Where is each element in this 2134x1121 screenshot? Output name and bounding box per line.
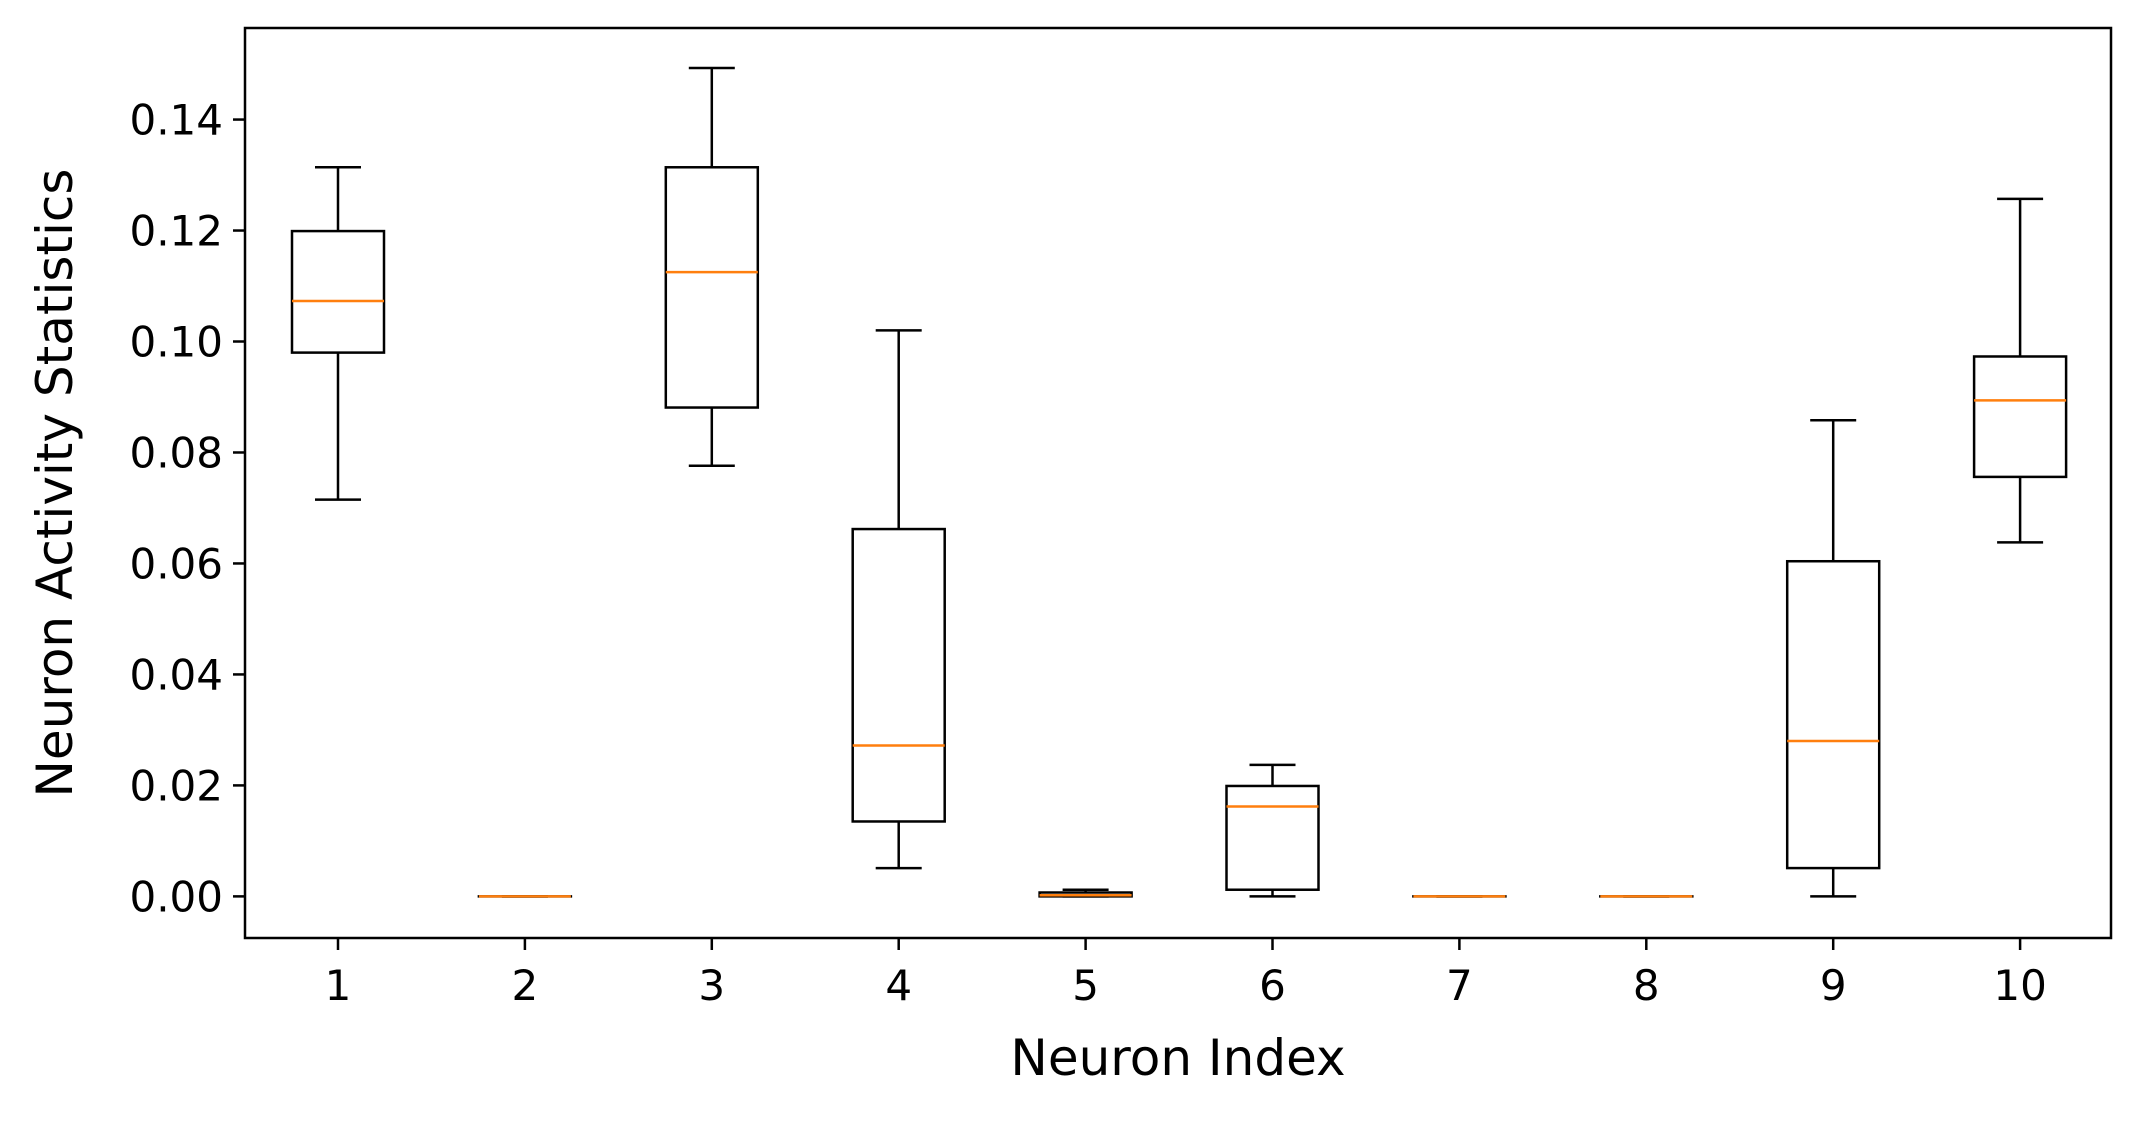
x-tick-label: 1 (325, 961, 352, 1010)
box-group (853, 330, 945, 868)
box-series (292, 68, 2066, 896)
y-axis-ticks: 0.00 0.02 0.04 0.06 0.08 0.10 0.12 0.14 (129, 96, 245, 922)
box-group (1974, 199, 2066, 542)
x-tick-label: 2 (512, 961, 539, 1010)
box-iqr (1787, 561, 1879, 868)
x-tick-label: 7 (1446, 961, 1473, 1010)
y-axis-title: Neuron Activity Statistics (26, 169, 84, 798)
box-group (292, 167, 384, 499)
box-iqr (853, 529, 945, 821)
x-tick-label: 10 (1993, 961, 2046, 1010)
x-tick-label: 8 (1633, 961, 1660, 1010)
y-tick-label: 0.06 (129, 539, 223, 588)
x-tick-label: 4 (885, 961, 912, 1010)
box-group (666, 68, 758, 466)
box-iqr (1227, 786, 1319, 890)
x-tick-label: 9 (1820, 961, 1847, 1010)
x-tick-label: 3 (698, 961, 725, 1010)
box-group (1040, 890, 1132, 897)
y-tick-label: 0.14 (129, 96, 223, 145)
y-tick-label: 0.12 (129, 207, 223, 256)
box-iqr (1974, 356, 2066, 476)
box-iqr (666, 167, 758, 407)
y-tick-label: 0.02 (129, 761, 223, 810)
y-tick-label: 0.00 (129, 872, 223, 921)
y-tick-label: 0.08 (129, 428, 223, 477)
box-group (1227, 765, 1319, 897)
x-tick-label: 6 (1259, 961, 1286, 1010)
x-tick-label: 5 (1072, 961, 1099, 1010)
x-axis-title: Neuron Index (1010, 1029, 1345, 1087)
plot-frame (245, 28, 2111, 938)
y-tick-label: 0.10 (129, 318, 223, 367)
y-tick-label: 0.04 (129, 650, 223, 699)
box-group (1787, 420, 1879, 896)
box-iqr (292, 231, 384, 353)
x-axis-ticks: 1 2 3 4 5 6 7 8 9 10 (325, 938, 2047, 1010)
